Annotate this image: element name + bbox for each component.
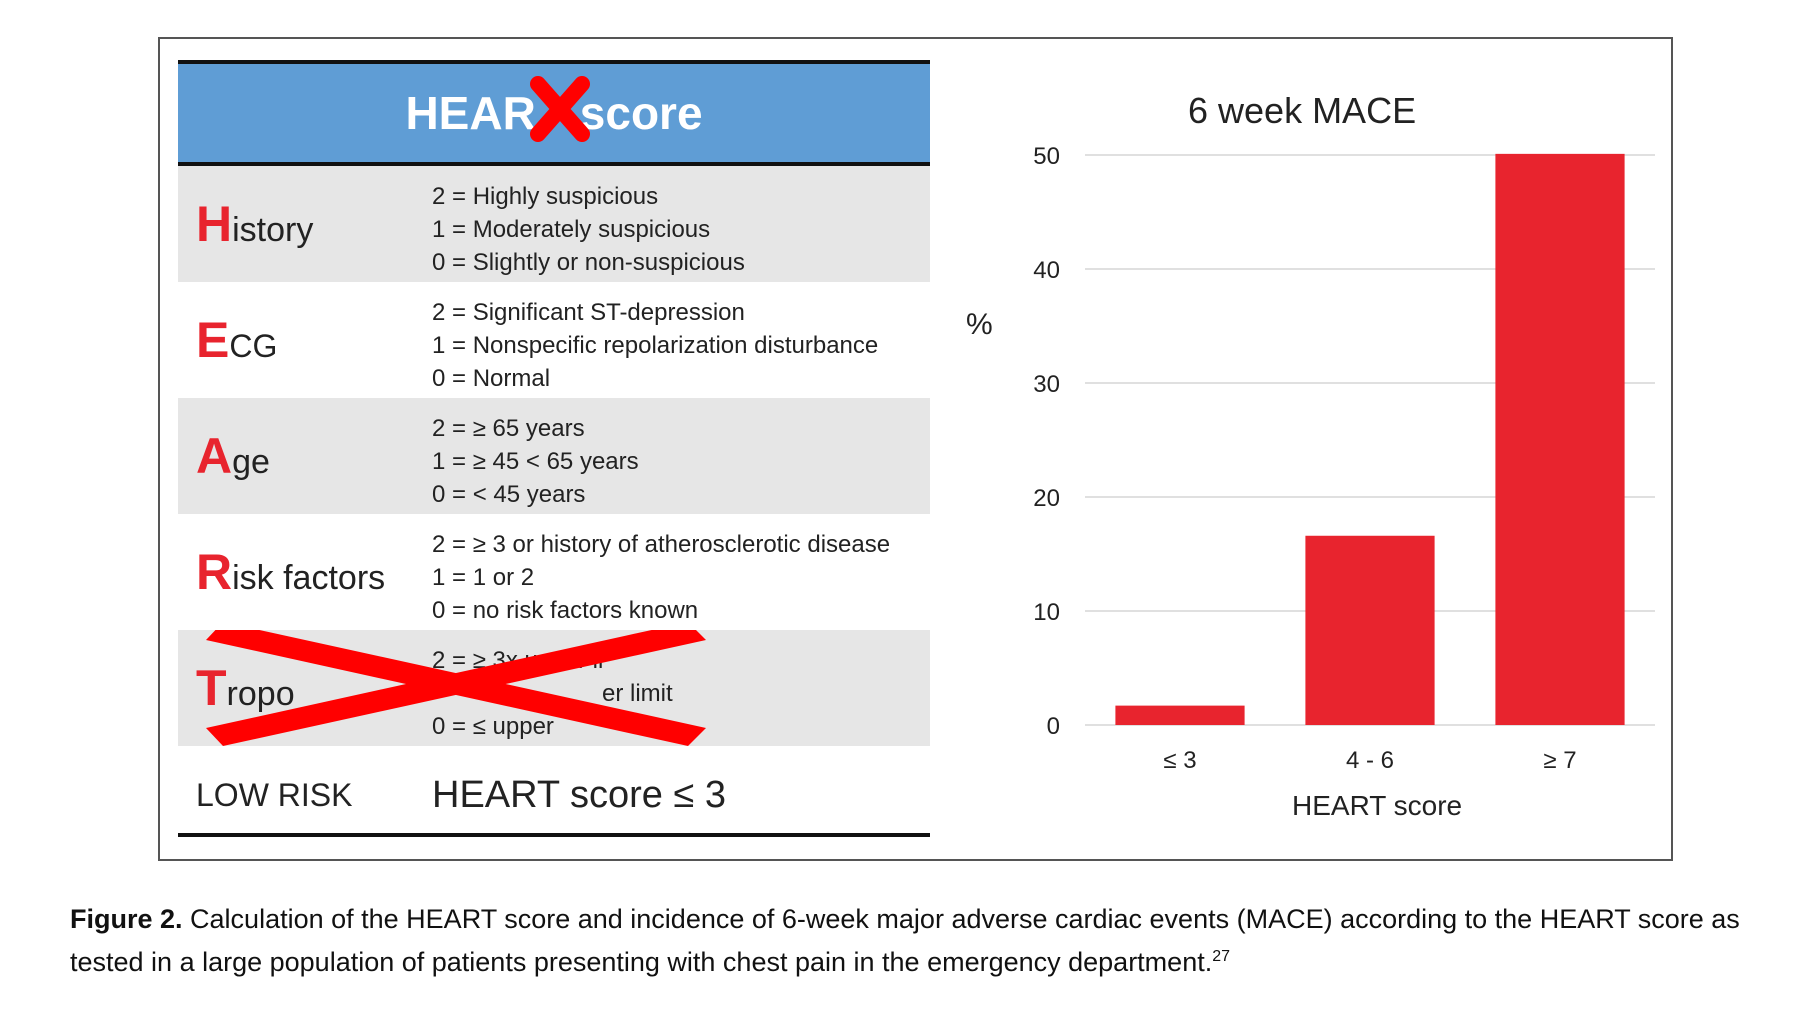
figure-caption: Figure 2. Calculation of the HEART score… bbox=[70, 900, 1770, 981]
low-risk-value: HEART score ≤ 3 bbox=[432, 774, 726, 816]
mace-bar-chart: 0 10 20 30 40 50 ≤ 3 4 - 6 ≥ 7 bbox=[1033, 143, 1655, 774]
chart-x-axis-label: HEART score bbox=[1292, 790, 1463, 821]
chart-y-tick-label: 0 bbox=[1047, 713, 1060, 740]
row-criteria: 2 = Highly suspicious 1 = Moderately susp… bbox=[432, 183, 745, 276]
chart-y-tick-label: 40 bbox=[1033, 257, 1060, 284]
chart-title: 6 week MACE bbox=[1188, 90, 1417, 131]
table-title: HEAR score bbox=[178, 64, 930, 162]
caption-label: Figure 2. bbox=[70, 904, 183, 934]
row-criteria: 2 = Significant ST-depression 1 = Nonspec… bbox=[432, 299, 879, 392]
title-letter-strike-icon bbox=[530, 76, 590, 142]
chart-x-tick-label: 4 - 6 bbox=[1346, 747, 1394, 774]
chart-x-tick-label: ≥ 7 bbox=[1543, 747, 1576, 774]
row-label: Age bbox=[196, 428, 270, 484]
low-risk-label: LOW RISK bbox=[196, 777, 353, 813]
row-criteria: 2 = ≥ 3 or history of atherosclerotic di… bbox=[432, 531, 891, 624]
row-label: History bbox=[196, 196, 314, 252]
chart-bar bbox=[1495, 153, 1625, 726]
table-bottom-rule bbox=[178, 833, 930, 837]
table-row-risk-factors: Risk factors 2 = ≥ 3 or history of ather… bbox=[178, 514, 930, 630]
row-label: ECG bbox=[196, 312, 278, 368]
table-header-rule bbox=[178, 162, 930, 166]
table-top-rule bbox=[178, 60, 930, 64]
row-criteria: 2 = ≥ 65 years 1 = ≥ 45 < 65 years 0 = < 4… bbox=[432, 415, 639, 508]
chart-y-tick-label: 10 bbox=[1033, 599, 1060, 626]
chart-bar bbox=[1305, 535, 1435, 725]
caption-text: Calculation of the HEART score and incid… bbox=[70, 904, 1740, 977]
chart-y-tick-label: 30 bbox=[1033, 371, 1060, 398]
row-label: Risk factors bbox=[196, 544, 386, 600]
table-row-history: History 2 = Highly suspicious 1 = Moderat… bbox=[178, 166, 930, 282]
chart-x-tick-label: ≤ 3 bbox=[1163, 747, 1196, 774]
table-header: HEAR score bbox=[178, 64, 930, 162]
table-title-suffix: score bbox=[579, 87, 703, 139]
table-title-prefix: HEAR bbox=[405, 87, 536, 139]
table-row-age: Age 2 = ≥ 65 years 1 = ≥ 45 < 65 years 0 =… bbox=[178, 398, 930, 514]
chart-y-tick-label: 50 bbox=[1033, 143, 1060, 170]
row-label: Tropo bbox=[196, 660, 295, 716]
caption-reference: 27 bbox=[1212, 948, 1231, 965]
chart-y-tick-label: 20 bbox=[1033, 485, 1060, 512]
row-criteria: 2 = ≥ 3x upper li er limit 0 = ≤ upper bbox=[432, 647, 673, 740]
table-row-troponin: Tropo 2 = ≥ 3x upper li er limit 0 = ≤ upp… bbox=[178, 630, 930, 746]
chart-y-axis-label: % bbox=[966, 308, 993, 341]
figure-frame bbox=[158, 37, 1673, 861]
table-row-ecg: ECG 2 = Significant ST-depression 1 = Non… bbox=[178, 282, 930, 398]
chart-bar bbox=[1115, 705, 1245, 725]
low-risk-row: LOW RISK HEART score ≤ 3 bbox=[178, 760, 930, 830]
